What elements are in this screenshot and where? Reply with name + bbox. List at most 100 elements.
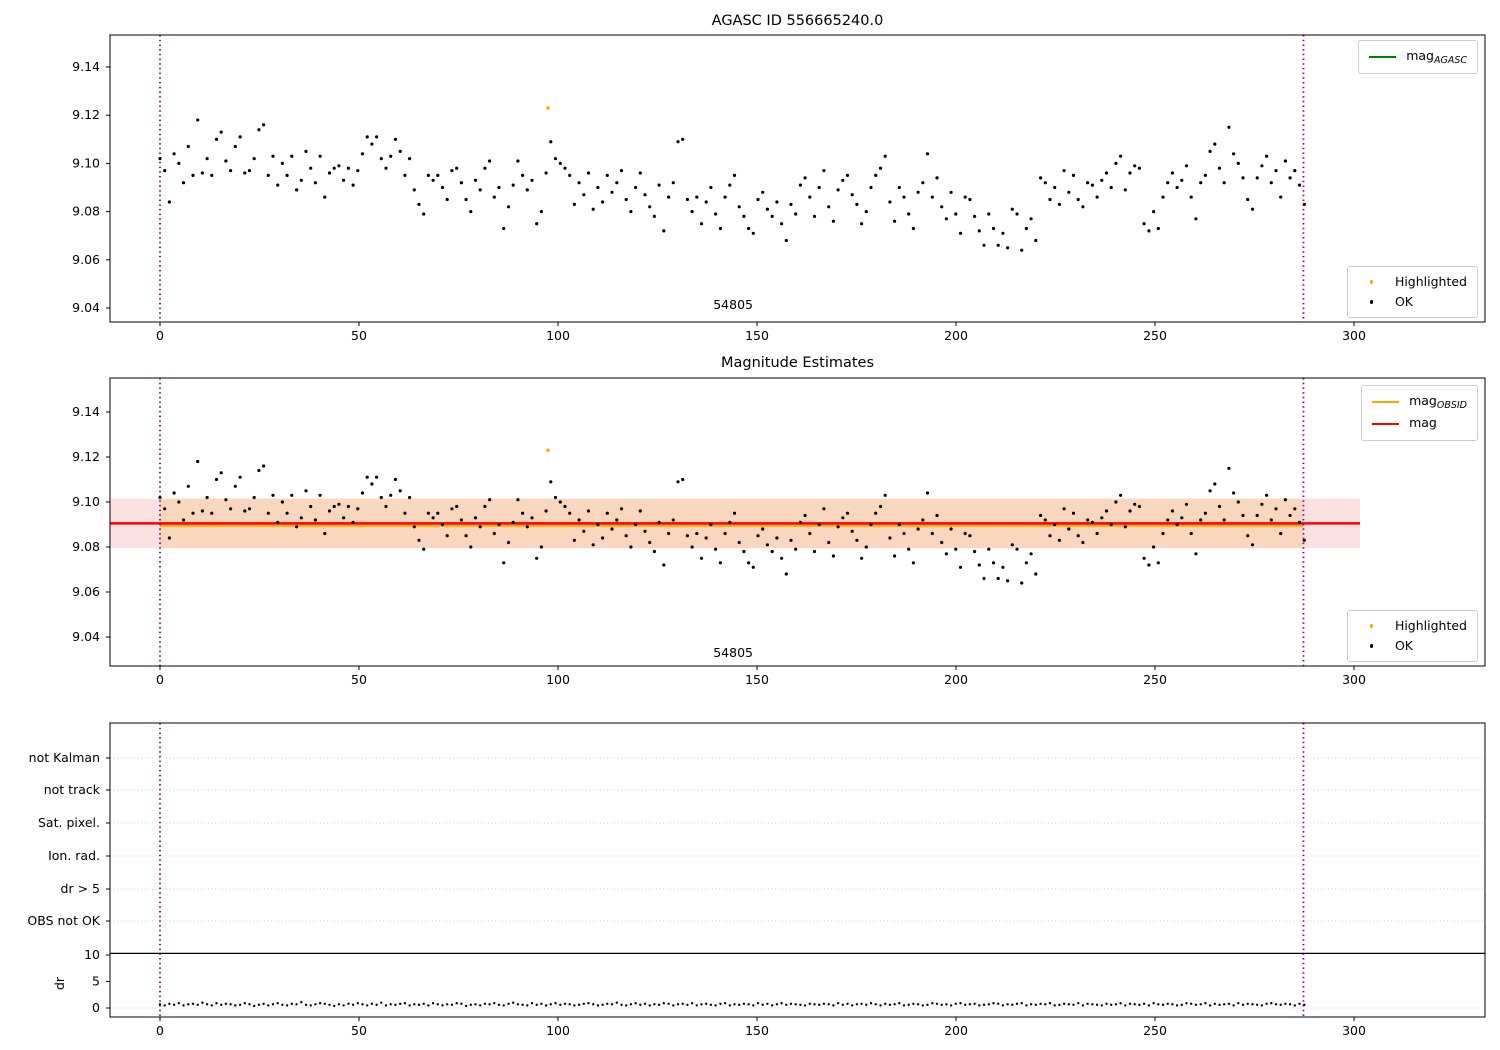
dr-point <box>544 1004 548 1007</box>
dr-point <box>596 1004 600 1007</box>
scatter-point-ok <box>718 561 723 565</box>
dr-point <box>869 1002 873 1005</box>
dr-point <box>587 1002 590 1005</box>
scatter-point-ok <box>916 527 920 531</box>
dr-point <box>1284 1002 1287 1005</box>
scatter-point-ok <box>530 178 534 182</box>
scatter-point-ok <box>1213 482 1217 486</box>
scatter-point-ok <box>1147 563 1151 567</box>
scatter-point-ok <box>845 173 850 177</box>
x-tick-label: 300 <box>1342 1023 1366 1038</box>
scatter-point-ok <box>1217 166 1222 170</box>
scatter-point-ok <box>1053 522 1057 527</box>
dr-point <box>521 1003 524 1006</box>
dr-point <box>1237 1002 1240 1005</box>
dr-point <box>860 1002 863 1005</box>
dr-point <box>1072 1003 1075 1006</box>
scatter-point-ok <box>582 193 586 197</box>
dr-point <box>1303 1003 1306 1006</box>
scatter-point-ok <box>262 464 266 468</box>
scatter-point-ok <box>403 173 407 177</box>
scatter-point-ok <box>488 159 492 163</box>
scatter-point-ok <box>558 161 562 165</box>
black-dot-swatch-icon <box>1358 295 1385 309</box>
scatter-point-ok <box>973 214 977 218</box>
scatter-point-ok <box>648 540 652 545</box>
scatter-point-ok <box>1123 525 1127 529</box>
scatter-point-ok <box>657 520 661 524</box>
scatter-point-ok <box>1302 202 1306 206</box>
dr-point <box>318 1002 322 1005</box>
dr-point <box>351 1003 355 1006</box>
dr-point <box>1110 1003 1113 1006</box>
scatter-point-ok <box>280 500 284 504</box>
dr-point <box>182 1004 185 1007</box>
dr-point <box>464 1004 468 1008</box>
scatter-point-ok <box>1213 142 1217 146</box>
axes-frame <box>109 722 1486 1018</box>
scatter-point-ok <box>973 549 977 554</box>
dr-point <box>1190 1002 1193 1005</box>
dr-point <box>309 1004 312 1007</box>
scatter-point-ok <box>445 534 449 538</box>
scatter-point-ok <box>1081 540 1085 545</box>
scatter-point-ok <box>572 202 577 206</box>
scatter-point-ok <box>949 527 953 531</box>
scatter-point-ok <box>412 525 416 529</box>
scatter-point-ok <box>1104 171 1109 175</box>
dr-point <box>949 1004 953 1007</box>
scatter-point-ok <box>963 195 967 199</box>
scatter-point-ok <box>968 534 972 538</box>
dr-point <box>1119 1002 1122 1005</box>
scatter-point-highlighted <box>546 448 550 453</box>
dr-point <box>450 1003 454 1006</box>
scatter-point-ok <box>624 197 628 202</box>
scatter-point-ok <box>1246 534 1250 538</box>
scatter-point-ok <box>619 507 624 511</box>
x-tick-label: 200 <box>944 328 968 343</box>
scatter-point-ok <box>591 543 595 547</box>
scatter-point-ok <box>1086 181 1090 185</box>
scatter-point-ok <box>822 169 826 173</box>
scatter-point-ok <box>907 547 911 551</box>
dr-point <box>516 1003 520 1006</box>
scatter-point-ok <box>572 538 577 542</box>
scatter-point-ok <box>1166 181 1170 185</box>
scatter-point-ok <box>775 536 779 540</box>
dr-point <box>535 1003 538 1006</box>
scatter-point-ok <box>958 565 963 569</box>
dr-point <box>1058 1003 1061 1006</box>
scatter-point-ok <box>558 500 562 504</box>
scatter-point-ok <box>888 200 892 204</box>
scatter-point-ok <box>309 166 313 170</box>
scatter-point-ok <box>723 195 727 199</box>
scatter-point-ok <box>398 149 402 153</box>
x-tick-label: 50 <box>351 1023 367 1038</box>
dr-point <box>1044 1003 1047 1006</box>
scatter-point-ok <box>991 561 996 565</box>
scatter-point-ok <box>874 511 878 515</box>
scatter-point-ok <box>940 205 944 209</box>
scatter-point-ok <box>177 500 181 504</box>
dr-point <box>1114 1003 1118 1006</box>
scatter-point-ok <box>450 169 454 173</box>
scatter-point-ok <box>1024 226 1028 231</box>
scatter-point-ok <box>1090 183 1094 187</box>
scatter-point-ok <box>709 522 713 527</box>
scatter-point-ok <box>850 529 854 533</box>
scatter-point-ok <box>1010 207 1014 211</box>
scatter-point-ok <box>699 222 704 226</box>
scatter-point-ok <box>836 188 840 192</box>
scatter-point-ok <box>1161 531 1165 536</box>
dr-point <box>1034 1003 1038 1006</box>
scatter-point-ok <box>869 522 873 527</box>
dr-point <box>300 1001 303 1004</box>
dr-point <box>681 1002 684 1005</box>
scatter-point-ok <box>417 202 421 206</box>
scatter-point-ok <box>502 561 506 565</box>
dr-point <box>224 1002 228 1005</box>
dr-point <box>780 1002 783 1005</box>
dr-point <box>874 1003 877 1006</box>
legend-label: magOBSID <box>1409 393 1467 411</box>
